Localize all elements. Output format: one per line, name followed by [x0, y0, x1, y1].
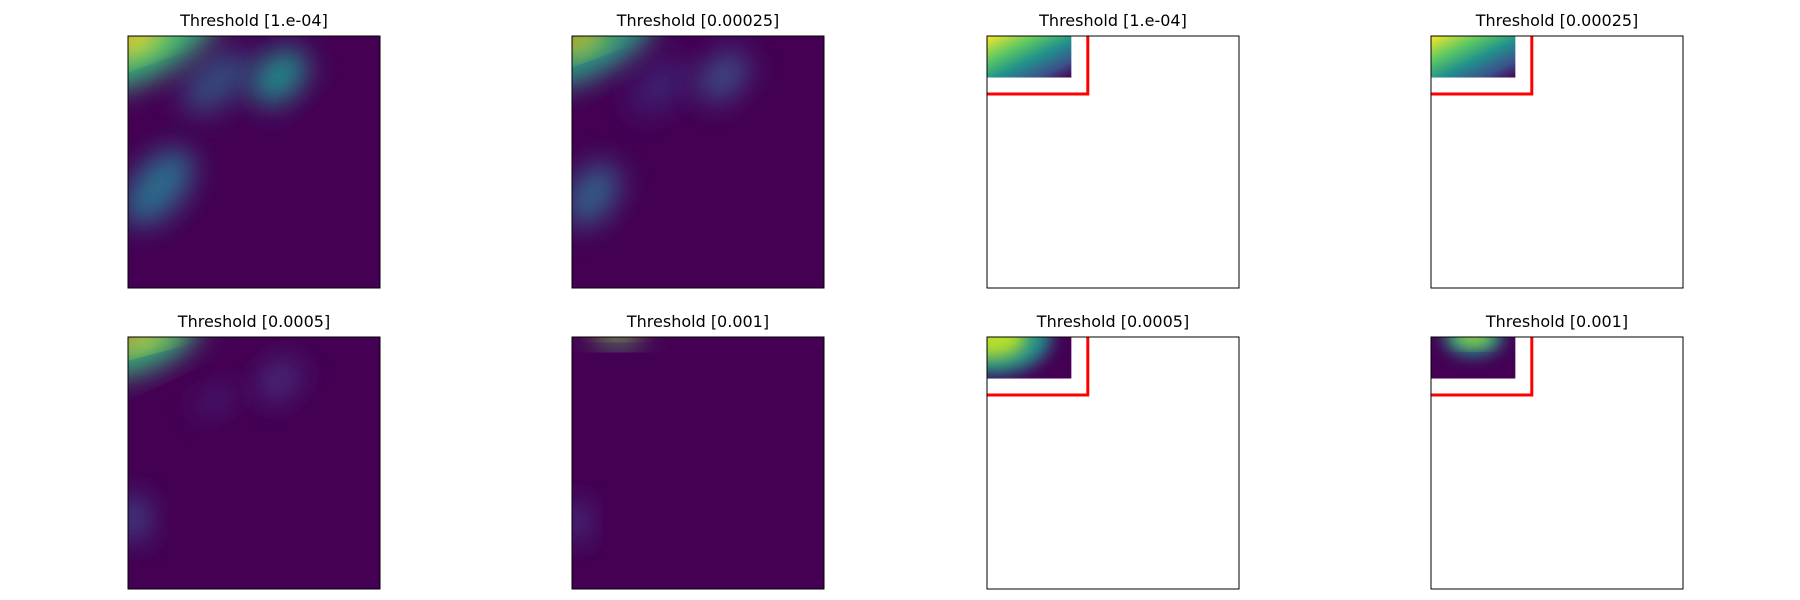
image-area	[987, 36, 1239, 288]
panel: Threshold [0.001]	[1430, 312, 1684, 590]
panel-frame	[986, 336, 1240, 590]
blank-bg	[1431, 337, 1683, 589]
cropped-image	[987, 337, 1072, 379]
blank-bg	[1431, 36, 1683, 288]
heatmap-blob	[251, 48, 308, 105]
heatmap-blob	[193, 383, 239, 417]
crop-fill	[1431, 36, 1516, 78]
panel-frame	[571, 336, 825, 590]
heatmap-blob	[128, 148, 194, 226]
heatmap-blob	[128, 36, 167, 58]
panel-title: Threshold [1.e-04]	[1038, 11, 1187, 30]
panel: Threshold [1.e-04]	[986, 11, 1240, 289]
blank-bg	[987, 337, 1239, 589]
panel-title: Threshold [0.00025]	[1475, 11, 1639, 30]
heatmap-blob	[182, 50, 251, 113]
cropped-image	[1431, 337, 1516, 379]
heatmap-blob	[630, 58, 691, 114]
panel: Threshold [0.001]	[571, 312, 825, 590]
panel: Threshold [0.0005]	[986, 312, 1240, 590]
crop-boundary	[1431, 337, 1534, 397]
heatmap-blob	[572, 163, 620, 227]
heatmap-blob	[128, 337, 200, 377]
heatmap-blob	[697, 50, 749, 103]
image-area	[128, 36, 380, 288]
image-area	[572, 337, 824, 589]
heatmap-blob	[572, 500, 590, 542]
panel-frame	[127, 336, 381, 590]
panel-title: Threshold [0.001]	[1485, 312, 1628, 331]
blank-bg	[987, 36, 1239, 288]
panel: Threshold [0.00025]	[1430, 11, 1684, 289]
panel-title: Threshold [0.0005]	[1036, 312, 1189, 331]
crop-boundary	[987, 36, 1090, 96]
panel-title: Threshold [1.e-04]	[179, 11, 328, 30]
image-area	[987, 337, 1239, 589]
heatmap-blob	[592, 337, 643, 345]
panel: Threshold [0.00025]	[571, 11, 825, 289]
image-area	[572, 36, 824, 288]
panel-title: Threshold [0.0005]	[177, 312, 330, 331]
panel-frame	[1430, 336, 1684, 590]
image-area	[1431, 337, 1683, 589]
heatmap-blob	[128, 36, 216, 91]
heatmap-bg	[572, 36, 824, 288]
heatmap-blob	[128, 495, 151, 542]
heatmap-bg	[128, 337, 380, 589]
heatmap-blob	[1454, 337, 1492, 345]
panel: Threshold [0.0005]	[127, 312, 381, 590]
cropped-image	[1431, 36, 1516, 78]
heatmap-blob	[572, 36, 656, 87]
heatmap-bg	[572, 337, 824, 589]
panel-title: Threshold [0.00025]	[616, 11, 780, 30]
panel: Threshold [1.e-04]	[127, 11, 381, 289]
image-area	[1431, 36, 1683, 288]
crop-fill	[987, 36, 1072, 78]
image-area	[128, 337, 380, 589]
crop-boundary	[1431, 36, 1534, 96]
panel-frame	[986, 35, 1240, 289]
panel-frame	[1430, 35, 1684, 289]
panel-title: Threshold [0.001]	[626, 312, 769, 331]
crop-boundary	[987, 337, 1090, 397]
heatmap-blob	[257, 358, 301, 402]
cropped-image	[987, 36, 1072, 78]
heatmap-blob	[1443, 337, 1503, 356]
panel-frame	[127, 35, 381, 289]
heatmap-blob	[987, 337, 1026, 358]
panel-frame	[571, 35, 825, 289]
heatmap-blob	[572, 36, 606, 55]
